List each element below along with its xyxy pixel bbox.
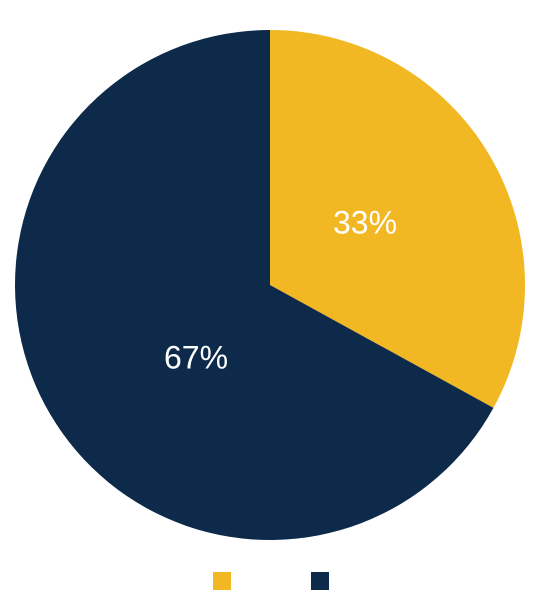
pie-chart: 33% 67% bbox=[0, 0, 541, 597]
pie-slice-label-0: 33% bbox=[333, 204, 397, 240]
pie-chart-container: 33% 67% bbox=[0, 0, 541, 597]
legend-swatch-0 bbox=[213, 572, 231, 590]
pie-slice-label-1: 67% bbox=[164, 339, 228, 375]
legend-swatch-1 bbox=[311, 572, 329, 590]
legend bbox=[0, 572, 541, 590]
